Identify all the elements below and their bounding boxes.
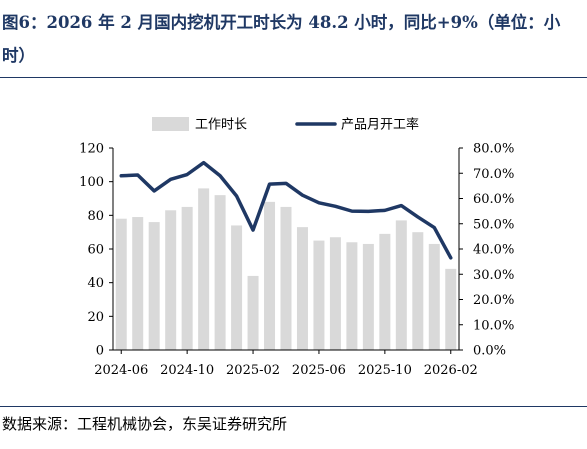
chart: 工作时长 产品月开工率 0 20 40 60 80 100 120 0.0% 10.0% 20.… [79, 117, 514, 379]
right-tick-label: 80.0% [473, 142, 514, 157]
legend-line-label: 产品月开工率 [341, 117, 419, 133]
bar-2025-02 [247, 275, 259, 350]
right-tick-label: 60.0% [473, 192, 514, 207]
bar-2024-08 [148, 222, 160, 350]
left-tick-label: 20 [87, 310, 104, 325]
legend-bar-label: 工作时长 [195, 118, 247, 133]
bar-2025-01 [231, 225, 243, 350]
right-axis-ticks: 0.0% 10.0% 20.0% 30.0% 40.0% 50.0% 60.0% 70.0% 8… [459, 142, 514, 359]
bar-2025-03 [264, 201, 276, 350]
x-tick-label: 2026-02 [424, 363, 478, 378]
bar-2025-08 [346, 242, 358, 350]
bar-2024-10 [181, 206, 193, 350]
bar-2025-04 [280, 206, 292, 350]
bar-2024-11 [198, 188, 210, 350]
right-tick-label: 0.0% [473, 344, 506, 359]
source-note: 数据来源：工程机械协会，东吴证券研究所 [2, 415, 288, 433]
right-tick-label: 20.0% [473, 293, 514, 308]
figure-title: 图6：2026 年 2 月国内挖机开工时长为 48.2 小时，同比+9%（单位：… [2, 13, 561, 65]
top-rule [0, 77, 587, 78]
x-tick-label: 2024-06 [94, 363, 148, 378]
bar-2025-10 [379, 233, 391, 350]
left-tick-label: 100 [79, 175, 104, 190]
left-axis-ticks: 0 20 40 60 80 100 120 [79, 142, 113, 359]
bar-series [115, 188, 457, 350]
right-tick-label: 40.0% [473, 243, 514, 258]
right-tick-label: 30.0% [473, 268, 514, 283]
x-tick-label: 2025-10 [358, 363, 412, 378]
bar-2025-05 [296, 227, 308, 350]
x-tick-label: 2024-10 [160, 363, 214, 378]
left-tick-label: 60 [87, 243, 104, 258]
x-tick-label: 2025-02 [226, 363, 280, 378]
bar-2025-09 [362, 243, 374, 350]
bar-2024-06 [115, 218, 127, 350]
bar-2025-11 [395, 220, 407, 350]
left-tick-label: 0 [96, 344, 104, 359]
right-tick-label: 10.0% [473, 318, 514, 333]
bar-2024-12 [214, 195, 226, 350]
bar-2025-07 [329, 237, 341, 350]
x-tick-label: 2025-06 [292, 363, 346, 378]
bar-2024-07 [132, 217, 144, 350]
legend: 工作时长 产品月开工率 [152, 117, 419, 133]
x-axis-ticks: 2024-06 2024-10 2025-02 2025-06 2025-10 2026-… [94, 350, 478, 378]
bar-2025-12 [412, 232, 424, 350]
bottom-rule [0, 406, 587, 407]
left-tick-label: 120 [79, 142, 104, 157]
right-tick-label: 70.0% [473, 167, 514, 182]
line-series [119, 160, 453, 260]
bar-2024-09 [165, 210, 177, 350]
right-tick-label: 50.0% [473, 217, 514, 232]
left-tick-label: 80 [87, 209, 104, 224]
left-tick-label: 40 [87, 276, 104, 291]
bar-2026-02 [445, 268, 457, 350]
bar-2025-06 [313, 240, 325, 350]
legend-bar-swatch [152, 117, 189, 131]
bar-2026-01 [428, 243, 440, 350]
